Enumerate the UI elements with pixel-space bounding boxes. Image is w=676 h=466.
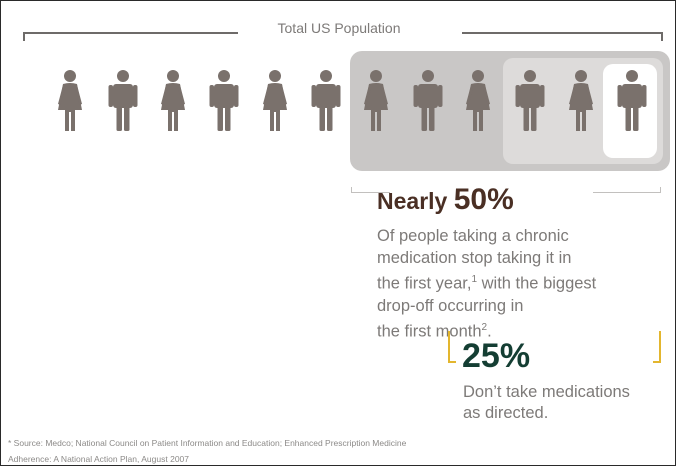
male-figure-icon — [308, 70, 344, 132]
stat-50-lead: Nearly — [377, 188, 454, 214]
stat-bracket-left — [351, 187, 390, 193]
female-figure-icon — [358, 70, 394, 132]
population-title: Total US Population — [277, 20, 401, 36]
footnote-ref-2: 2 — [481, 321, 488, 333]
gold-bracket-left — [448, 331, 456, 363]
stat-bracket-right — [593, 187, 661, 193]
source-line: Adherence: A National Action Plan, Augus… — [8, 454, 189, 464]
male-figure-icon — [105, 70, 141, 132]
desc2-line: Don’t take medications — [463, 383, 630, 401]
title-bracket-right — [462, 32, 663, 41]
desc1-text: the first year, — [377, 274, 472, 293]
desc1-text: the first month — [377, 322, 482, 340]
stat-50-value: 50% — [453, 183, 514, 216]
male-figure-icon — [512, 70, 548, 132]
male-figure-icon — [614, 70, 650, 132]
source-footnote: * Source: Medco; National Council on Pat… — [8, 435, 528, 465]
stat-25-description: Don’t take medications as directed. — [463, 382, 663, 424]
gold-bracket-right — [653, 331, 661, 363]
stat-50-percent: Nearly 50% — [377, 183, 514, 217]
male-figure-icon — [206, 70, 242, 132]
desc1-text: . — [487, 322, 492, 340]
footnote-ref-1: 1 — [471, 274, 478, 285]
source-line: * Source: Medco; National Council on Pat… — [8, 438, 407, 448]
female-figure-icon — [563, 70, 599, 132]
desc1-line: the first month2. — [377, 317, 647, 343]
desc1-line: drop-off occurring in — [377, 296, 524, 315]
female-figure-icon — [460, 70, 496, 132]
stat-25-value: 25% — [462, 337, 531, 375]
desc1-text: with the biggest — [477, 274, 597, 293]
desc1-line: Of people taking a chronic — [377, 227, 569, 245]
desc1-line: medication stop taking it in — [377, 249, 572, 267]
desc2-line: as directed. — [463, 404, 549, 422]
female-figure-icon — [257, 70, 293, 132]
male-figure-icon — [410, 70, 446, 132]
title-bracket-left — [23, 32, 238, 41]
desc1-line: the first year,1 with the biggest — [377, 269, 647, 295]
female-figure-icon — [52, 70, 88, 132]
stat-50-description: Of people taking a chronic medication st… — [377, 225, 647, 342]
female-figure-icon — [155, 70, 191, 132]
